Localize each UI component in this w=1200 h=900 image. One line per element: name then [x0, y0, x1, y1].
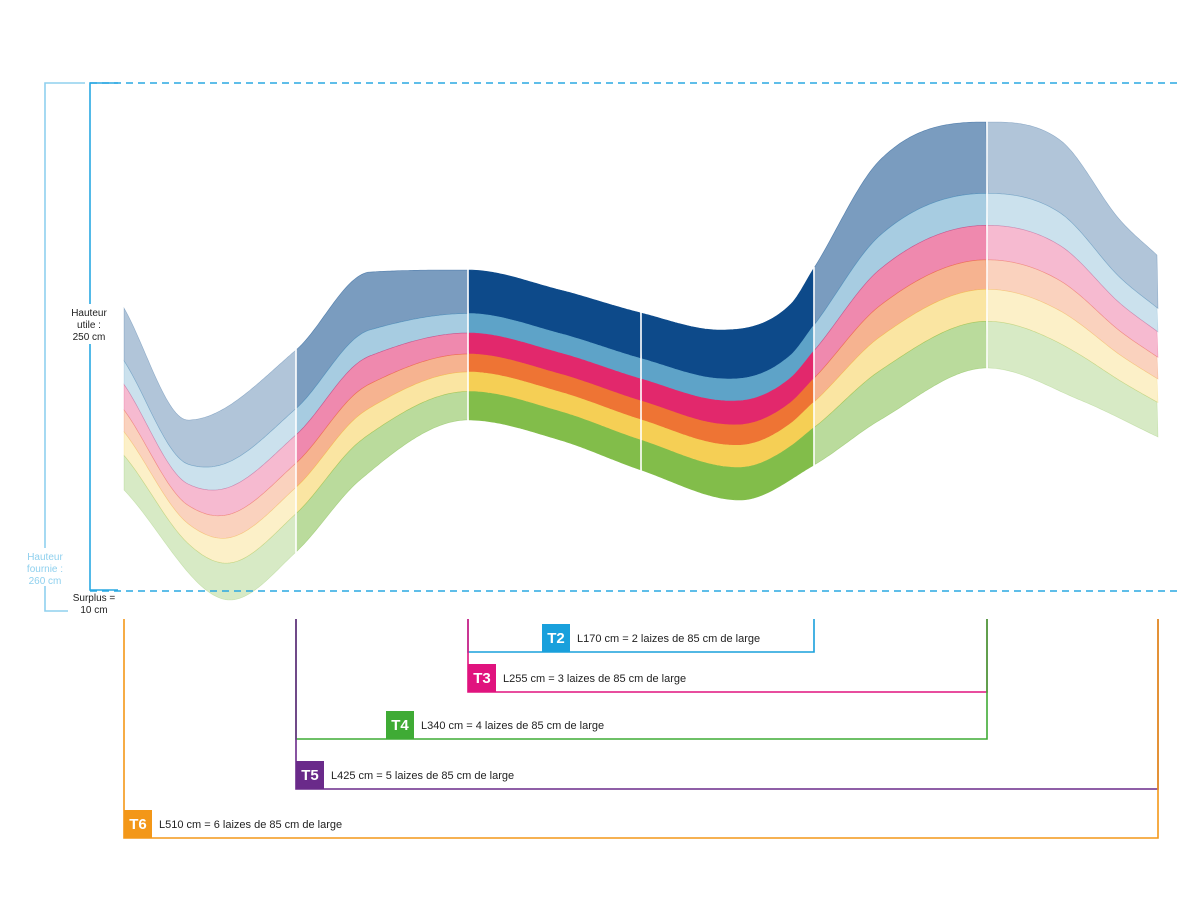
stripe-2-panel-6: [986, 193, 1159, 333]
t4-badge-label: T4: [391, 717, 409, 734]
panel-dividers: [295, 121, 988, 553]
t3-badge-label: T3: [473, 670, 491, 687]
t6-badge: [124, 810, 152, 838]
surplus-label-2: 10 cm: [80, 605, 107, 616]
t2-description: L170 cm = 2 laizes de 85 cm de large: [577, 633, 760, 645]
t6-bracket: [123, 619, 1159, 839]
width-brackets: T2 L170 cm = 2 laizes de 85 cm de large T3…: [123, 619, 1159, 839]
t5-badge: [296, 761, 324, 789]
usable-height-label-1: Hauteur: [71, 308, 107, 319]
t3-badge: [468, 664, 496, 692]
supplied-height-label-3: 260 cm: [29, 576, 62, 587]
usable-height-label-2: utile :: [77, 320, 101, 331]
supplied-height-label-2: fournie :: [27, 564, 63, 575]
stripe-1-panel-6: [986, 121, 1159, 310]
stripe-3-panel-6: [986, 225, 1159, 358]
t4-badge: [386, 711, 414, 739]
t2-badge: [542, 624, 570, 652]
t3-description: L255 cm = 3 laizes de 85 cm de large: [503, 673, 686, 685]
surplus-label-1: Surplus =: [73, 593, 116, 604]
stripe-6-panel-6: [986, 321, 1159, 438]
t5-description: L425 cm = 5 laizes de 85 cm de large: [331, 770, 514, 782]
height-labels: Hauteur utile : 250 cm Hauteur fournie :…: [20, 304, 120, 616]
supplied-height-bracket: [44, 82, 85, 612]
t5-badge-label: T5: [301, 767, 319, 784]
usable-height-label-3: 250 cm: [73, 332, 106, 343]
wave-artwork: [123, 121, 1159, 601]
stripe-5-panel-6: [986, 289, 1159, 404]
t4-description: L340 cm = 4 laizes de 85 cm de large: [421, 720, 604, 732]
t6-badge-label: T6: [129, 816, 147, 833]
t6-description: L510 cm = 6 laizes de 85 cm de large: [159, 819, 342, 831]
t2-badge-label: T2: [547, 630, 565, 647]
stripe-4-panel-6: [986, 259, 1159, 380]
supplied-height-label-1: Hauteur: [27, 552, 63, 563]
